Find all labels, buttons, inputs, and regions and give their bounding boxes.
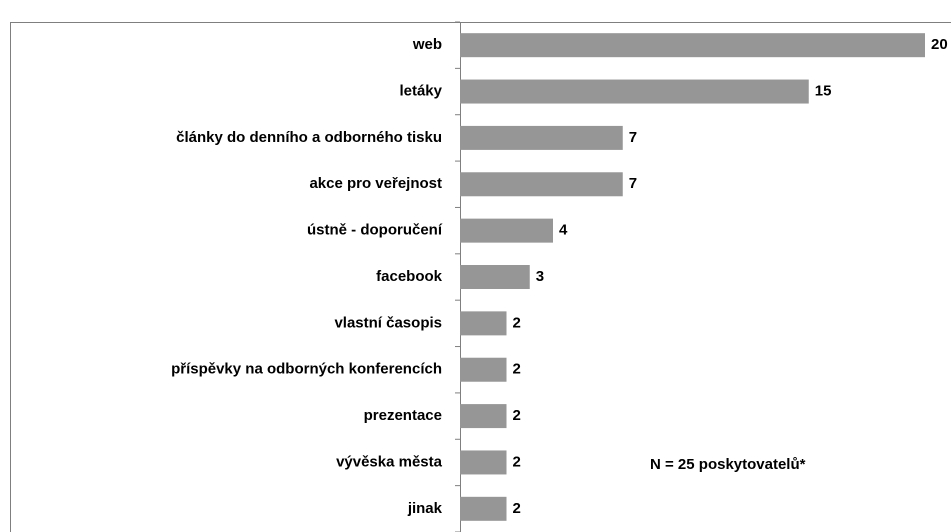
annotation: N = 25 poskytovatelů* [650,456,806,473]
category-label: akce pro veřejnost [309,175,442,192]
bar [460,311,507,336]
category-label: ústně - doporučení [307,222,443,239]
category-label: prezentace [364,407,442,424]
data-label: 4 [559,222,568,239]
data-label: 2 [513,407,521,424]
data-label: 2 [513,314,521,331]
category-label: vývěska města [336,453,443,470]
bar [460,79,809,104]
category-label: jinak [407,500,443,517]
data-label: 2 [513,500,521,517]
data-label: 15 [815,83,832,100]
data-label: 7 [629,175,637,192]
category-label: příspěvky na odborných konferencích [171,361,442,378]
category-label: vlastní časopis [334,314,442,331]
bar [460,125,623,150]
category-label: články do denního a odborného tisku [176,129,442,146]
bar [460,404,507,429]
category-label: web [412,36,442,53]
data-label: 3 [536,268,544,285]
data-label: 7 [629,129,637,146]
category-label: letáky [399,83,442,100]
data-label: 2 [513,453,521,470]
data-label: 20 [931,36,948,53]
category-label: facebook [376,268,443,285]
bar [460,33,925,58]
data-label: 2 [513,361,521,378]
bar [460,496,507,521]
bar [460,172,623,197]
bar [460,218,553,243]
bar [460,265,530,289]
bar [460,450,507,475]
bar [460,357,507,382]
